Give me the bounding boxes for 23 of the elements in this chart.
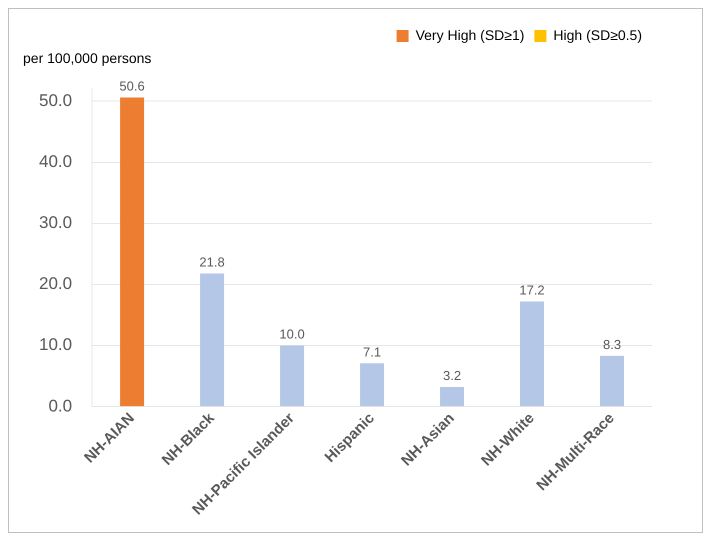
y-tick-label: 10.0 [38, 335, 72, 354]
data-label: 8.3 [602, 336, 622, 352]
y-tick-label: 30.0 [38, 213, 72, 232]
bar [120, 98, 144, 406]
y-axis-title: per 100,000 persons [23, 50, 152, 66]
legend-label: High (SD≥0.5) [553, 26, 642, 43]
bar [280, 346, 304, 406]
bar [360, 363, 384, 406]
data-label: 17.2 [519, 282, 545, 298]
bar [600, 356, 624, 406]
bar [200, 273, 224, 406]
data-label: 50.6 [119, 78, 145, 94]
bar [440, 387, 464, 406]
data-label: 7.1 [363, 344, 382, 360]
y-tick-label: 20.0 [38, 274, 72, 294]
y-tick-label: 50.0 [38, 90, 72, 110]
bar [520, 302, 544, 406]
data-label: 3.2 [442, 368, 462, 384]
y-tick-label: 0.0 [48, 396, 72, 416]
y-tick-label: 40.0 [38, 152, 72, 171]
data-label: 10.0 [279, 326, 305, 342]
data-label: 21.8 [199, 254, 225, 270]
legend-label: Very High (SD≥1) [416, 26, 524, 43]
